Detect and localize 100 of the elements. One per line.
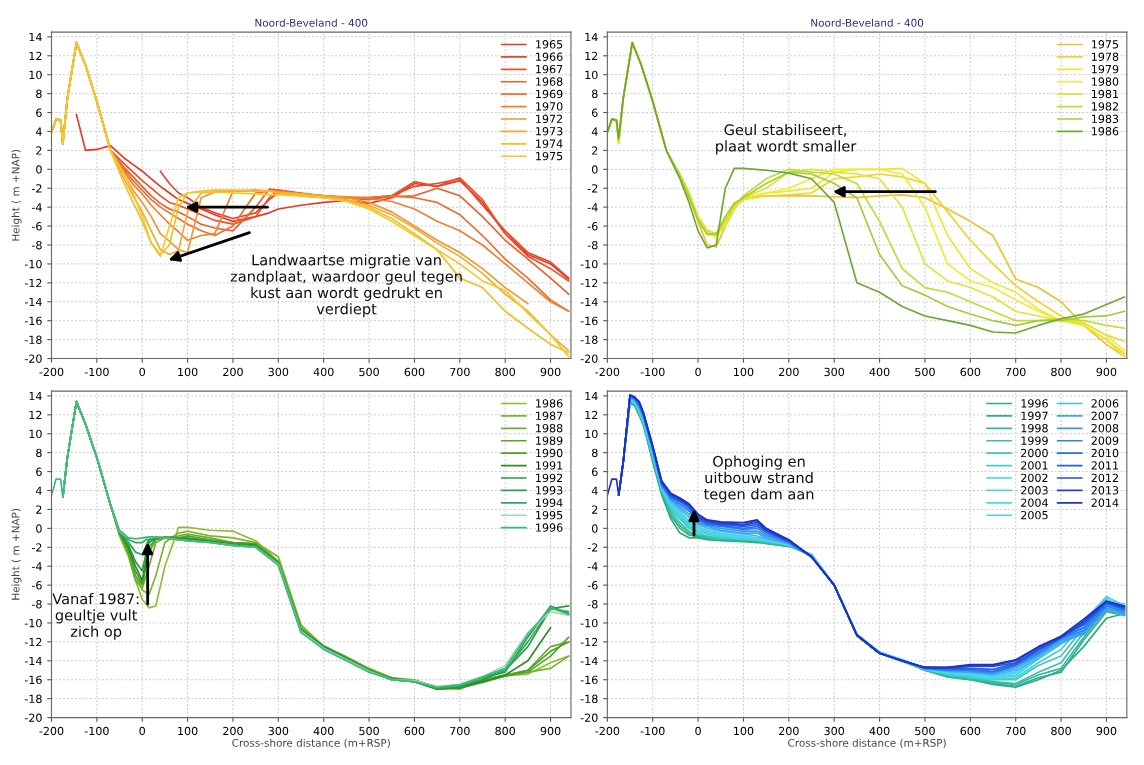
y-tick-label: -20 <box>24 713 42 722</box>
x-tick-label: 100 <box>734 726 754 736</box>
legend-label: 2005 <box>1021 510 1048 520</box>
x-tick-label: 800 <box>1051 726 1071 736</box>
legend-label: 1983 <box>1092 114 1119 124</box>
x-tick-label: 0 <box>695 726 701 736</box>
annotation: Geul stabiliseert, plaat wordt smaller <box>716 123 857 155</box>
legend-label: 1992 <box>536 473 563 483</box>
y-tick-label: 0 <box>36 165 42 174</box>
y-tick-label: 12 <box>29 51 42 60</box>
legend-label: 1968 <box>536 77 563 86</box>
y-tick-label: -14 <box>580 297 598 306</box>
legend-label: 1999 <box>1021 436 1048 445</box>
legend-label: 1966 <box>536 52 563 61</box>
legend-label: 1988 <box>536 423 563 433</box>
legend-label: 1965 <box>536 40 563 49</box>
legend-label: 2000 <box>1021 448 1048 458</box>
y-tick-label: 2 <box>36 146 42 155</box>
y-tick-label: 12 <box>585 51 598 60</box>
y-tick-label: -10 <box>24 259 42 269</box>
y-tick-label: 6 <box>36 467 42 476</box>
y-tick-label: 8 <box>36 448 42 458</box>
legend-label: 1997 <box>1021 411 1048 420</box>
x-tick-label: 500 <box>359 726 379 736</box>
y-tick-label: -20 <box>24 354 42 363</box>
legend-label: 2009 <box>1091 436 1119 445</box>
x-tick-label: 500 <box>359 367 379 377</box>
x-tick-label: 800 <box>495 367 516 377</box>
y-tick-label: -14 <box>24 656 42 666</box>
y-tick-label: 6 <box>592 108 598 117</box>
y-tick-label: -8 <box>31 240 42 250</box>
legend-label: 1996 <box>1021 399 1048 408</box>
legend-label: 1980 <box>1092 77 1119 86</box>
x-tick-label: -100 <box>84 726 109 736</box>
y-tick-label: -16 <box>24 675 42 685</box>
y-tick-label: -12 <box>24 278 42 288</box>
y-tick-label: 4 <box>35 127 42 136</box>
x-tick-label: 900 <box>1096 367 1117 377</box>
x-tick-label: 0 <box>695 367 701 377</box>
y-tick-label: -8 <box>31 600 42 609</box>
y-tick-label: 2 <box>592 146 598 155</box>
legend-label: 1994 <box>536 498 563 507</box>
y-tick-label: -16 <box>580 316 598 326</box>
x-tick-label: 700 <box>450 367 470 377</box>
x-tick-label: -200 <box>39 726 64 736</box>
x-tick-label: 800 <box>495 726 516 736</box>
y-tick-label: 8 <box>592 448 598 458</box>
y-tick-label: -18 <box>580 335 598 344</box>
annotation: Landwaartse migratie van zandplaat, waardoor geul tegen kust aan wordt gedrukt en verdiept <box>230 254 462 318</box>
legend-label: 1982 <box>1092 102 1118 111</box>
x-tick-label: 300 <box>824 726 845 736</box>
legend-label: 1975 <box>1092 40 1119 49</box>
legend-label: 1986 <box>1092 127 1119 136</box>
y-tick-label: -14 <box>24 297 42 306</box>
y-tick-label: -16 <box>580 675 598 685</box>
legend-label: 2001 <box>1021 461 1048 470</box>
x-tick-label: 700 <box>1005 367 1026 377</box>
y-tick-label: 10 <box>29 429 42 439</box>
x-tick-label: 0 <box>139 367 146 377</box>
y-tick-label: -6 <box>587 222 598 231</box>
y-tick-label: 10 <box>585 429 598 439</box>
y-tick-label: 4 <box>591 127 598 136</box>
y-tick-label: -6 <box>31 222 42 231</box>
y-axis-title: Height ( m +NAP) <box>11 149 22 241</box>
x-tick-label: -100 <box>640 726 665 736</box>
y-tick-label: -8 <box>587 240 598 250</box>
annotation: Vanaf 1987: geultje vult zich op <box>52 593 139 640</box>
legend-label: 2002 <box>1021 473 1048 483</box>
x-tick-label: 600 <box>404 726 425 736</box>
y-tick-label: -14 <box>580 656 598 666</box>
legend-label: 1967 <box>536 64 563 74</box>
y-tick-label: 4 <box>591 486 598 495</box>
y-tick-label: -18 <box>580 694 598 704</box>
x-tick-label: 300 <box>824 367 845 377</box>
y-tick-label: 0 <box>591 165 598 174</box>
y-tick-label: -10 <box>580 259 598 269</box>
x-tick-label: 300 <box>268 367 289 377</box>
legend-label: 2012 <box>1091 473 1118 483</box>
legend-label: 1974 <box>536 139 563 148</box>
x-tick-label: -100 <box>84 367 109 377</box>
x-tick-label: 500 <box>915 726 935 736</box>
x-tick-label: 400 <box>313 726 334 736</box>
legend-label: 2014 <box>1091 498 1119 507</box>
x-tick-label: 400 <box>869 367 890 377</box>
legend-label: 1972 <box>536 114 563 124</box>
y-tick-label: -10 <box>580 618 598 628</box>
legend-label: 1990 <box>536 448 563 458</box>
y-tick-label: 4 <box>35 486 42 495</box>
y-tick-label: 0 <box>591 524 598 533</box>
y-tick-label: -12 <box>580 278 598 288</box>
y-tick-label: 0 <box>36 524 42 533</box>
x-tick-label: 200 <box>223 367 243 377</box>
annotation: Ophoging en uitbouw strand tegen dam aan <box>703 455 814 503</box>
y-tick-label: 14 <box>29 32 42 42</box>
x-tick-label: 700 <box>450 726 470 736</box>
y-tick-label: 2 <box>36 505 42 514</box>
y-tick-label: 14 <box>585 392 598 401</box>
y-tick-label: -4 <box>587 203 598 212</box>
y-tick-label: -4 <box>31 203 42 212</box>
y-tick-label: -4 <box>587 562 598 571</box>
